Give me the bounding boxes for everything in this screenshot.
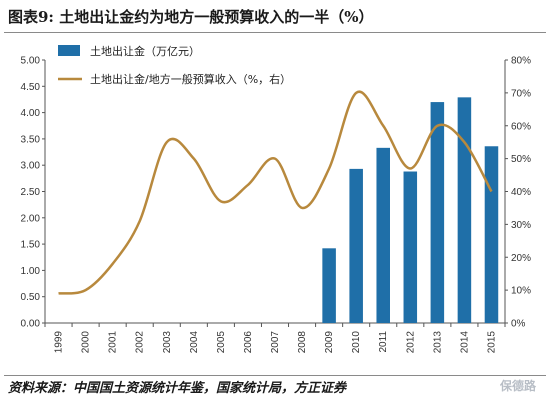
right-tick-label: 40% [511, 187, 531, 198]
right-tick-label: 50% [511, 154, 531, 165]
x-tick-label: 2013 [432, 331, 443, 354]
x-tick-label: 2000 [81, 331, 92, 354]
x-tick-label: 2005 [216, 331, 227, 354]
left-tick-label: 0.50 [21, 292, 41, 303]
legend-bar-swatch [58, 45, 80, 56]
x-tick-label: 1999 [54, 331, 65, 354]
x-tick-label: 2009 [324, 331, 335, 354]
left-tick-label: 2.00 [21, 213, 41, 224]
left-tick-label: 1.50 [21, 240, 41, 251]
x-tick-label: 2012 [405, 331, 416, 354]
left-tick-label: 4.00 [21, 108, 41, 119]
watermark-logo: 保德路 [499, 379, 536, 393]
x-tick-label: 2011 [378, 331, 389, 353]
right-tick-label: 0% [511, 319, 526, 330]
legend-bar-label: 土地出让金（万亿元） [90, 44, 200, 58]
x-tick-label: 2007 [270, 331, 281, 354]
right-tick-label: 80% [511, 56, 531, 67]
left-tick-label: 5.00 [21, 56, 41, 67]
x-tick-label: 2003 [162, 331, 173, 354]
bar [403, 171, 418, 323]
right-tick-label: 10% [511, 286, 531, 297]
right-tick-label: 60% [511, 121, 531, 132]
left-tick-label: 3.00 [21, 161, 41, 172]
bar [457, 97, 472, 323]
x-tick-label: 2006 [243, 331, 254, 354]
bar [430, 102, 445, 323]
x-tick-label: 2010 [351, 331, 362, 354]
bar [349, 168, 363, 323]
left-tick-label: 3.50 [21, 134, 41, 145]
x-tick-label: 2001 [108, 331, 119, 354]
bar [376, 147, 390, 323]
x-tick-label: 2008 [297, 331, 308, 354]
bar [484, 146, 499, 323]
x-tick-label: 2015 [486, 331, 497, 354]
left-tick-label: 4.50 [21, 82, 41, 93]
right-tick-label: 30% [511, 220, 531, 231]
x-tick-label: 2014 [459, 331, 470, 354]
left-tick-label: 1.00 [21, 266, 41, 277]
title-divider [4, 32, 546, 33]
x-tick-label: 2004 [189, 331, 200, 354]
source-note: 资料来源：中国国土资源统计年鉴，国家统计局，方正证券 [8, 381, 347, 396]
legend-line-label: 土地出让金/地方一般预算收入（%，右） [90, 72, 291, 86]
chart-title: 图表9: 土地出让金约为地方一般预算收入的一半（%） [8, 8, 374, 26]
right-tick-label: 20% [511, 253, 531, 264]
left-tick-label: 2.50 [21, 187, 41, 198]
right-tick-label: 70% [511, 88, 531, 99]
x-tick-label: 2002 [135, 331, 146, 354]
source-divider [4, 375, 546, 376]
bar [322, 248, 336, 323]
ratio-line [58, 90, 493, 295]
left-tick-label: 0.00 [21, 319, 41, 330]
